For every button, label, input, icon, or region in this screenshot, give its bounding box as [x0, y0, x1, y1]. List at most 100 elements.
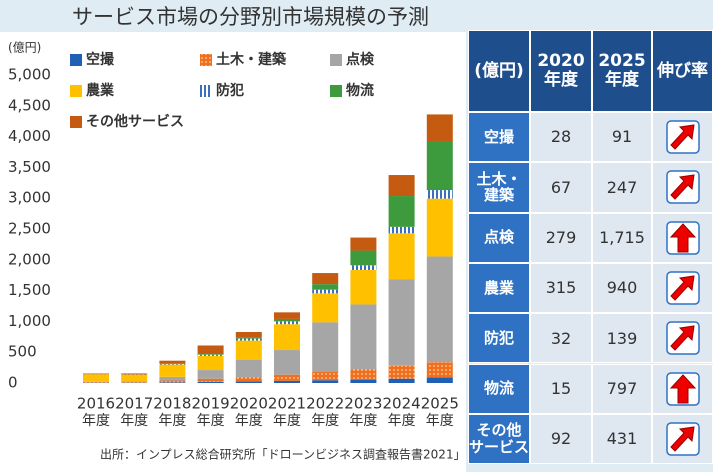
x-tick-label: 2023	[344, 395, 382, 413]
row-label: その他 サービス	[468, 413, 530, 465]
legend-swatch	[330, 54, 342, 66]
x-tick-label: 2024	[383, 395, 421, 413]
row-label: 防犯	[468, 313, 530, 364]
table-cell: 32	[530, 313, 592, 364]
legend-label: 土木・建築	[216, 51, 287, 68]
bar-segment	[83, 374, 109, 382]
chart: サービス市場の分野別市場規模の予測 (億円) 出所：インプレス総合研究所「ドロー…	[0, 5, 466, 472]
bar-segment	[159, 380, 186, 383]
bar-segment	[121, 373, 148, 375]
bar-segment	[197, 378, 224, 382]
bar-segment	[426, 140, 453, 191]
bar-segment	[312, 371, 339, 381]
bar-segment	[274, 374, 300, 381]
table-cell: 1,715	[592, 212, 652, 263]
bar-segment	[274, 321, 300, 325]
bar-segment	[388, 365, 415, 379]
y-tick-label: 4,500	[8, 96, 51, 114]
legend-label: 防犯	[216, 82, 244, 99]
bar-segment	[350, 269, 377, 305]
legend-swatch	[70, 54, 82, 66]
table-header: (億円)	[468, 30, 530, 112]
table-header: 伸び率	[652, 30, 713, 112]
table-header: 2020 年度	[530, 30, 592, 112]
x-tick-suffix: 年度	[197, 413, 225, 429]
bar-segment	[350, 379, 377, 383]
y-tick-label: 4,000	[8, 127, 51, 145]
bar-segment	[235, 331, 262, 338]
bar-segment	[388, 196, 415, 227]
y-tick-label: 1,000	[8, 312, 51, 330]
x-tick-label: 2021	[268, 395, 306, 413]
bar-segment	[121, 381, 148, 383]
bar-segment	[350, 304, 377, 370]
unit-label: (億円)	[8, 41, 41, 55]
bar-segment	[426, 377, 453, 383]
bar-segment	[312, 289, 339, 294]
table-cell: 67	[530, 162, 592, 213]
table-cell: 940	[592, 262, 652, 314]
bar-segment	[312, 322, 339, 372]
legend-swatch	[330, 85, 342, 97]
bar-segment	[426, 190, 453, 199]
row-label: 物流	[468, 363, 530, 414]
x-tick-label: 2020	[230, 395, 268, 413]
bar-segment	[159, 376, 186, 381]
legend-swatch	[70, 116, 82, 128]
chart-title: サービス市場の分野別市場規模の予測	[72, 5, 429, 29]
y-tick-label: 500	[8, 343, 37, 361]
bar-segment	[159, 364, 186, 377]
bar-segment	[235, 338, 262, 341]
bar-segment	[197, 370, 224, 379]
bar-segment	[274, 324, 300, 351]
source: 出所：インプレス総合研究所「ドローンビジネス調査報告書2021」	[100, 447, 466, 462]
bar-segment	[197, 345, 224, 355]
bar-segment	[159, 360, 186, 364]
bar-segment	[350, 237, 377, 251]
y-tick-label: 2,000	[8, 250, 51, 268]
row-label: 空撮	[468, 112, 530, 163]
growth-icon	[652, 363, 713, 414]
y-tick-label: 2,500	[8, 220, 51, 238]
growth-icon	[652, 162, 713, 213]
x-tick-suffix: 年度	[82, 413, 110, 429]
growth-icon	[652, 413, 713, 465]
plot-panel	[0, 32, 466, 472]
bar-segment	[426, 114, 453, 141]
row-label: 農業	[468, 262, 530, 314]
bar-segment	[197, 354, 224, 355]
growth-icon	[652, 212, 713, 263]
table-cell: 15	[530, 363, 592, 414]
x-tick-suffix: 年度	[158, 413, 186, 429]
bar-segment	[426, 362, 453, 378]
y-tick-label: 3,000	[8, 189, 51, 207]
bar-segment	[121, 382, 148, 383]
x-tick-label: 2016	[77, 395, 115, 413]
bar-segment	[312, 273, 339, 285]
table-cell: 139	[592, 313, 652, 364]
table-cell: 315	[530, 262, 592, 314]
x-tick-suffix: 年度	[311, 413, 339, 429]
table-cell: 431	[592, 413, 652, 465]
x-tick-label: 2022	[306, 395, 344, 413]
table-cell: 92	[530, 413, 592, 465]
bar-segment	[83, 373, 109, 375]
x-tick-label: 2025	[421, 395, 459, 413]
bar-segment	[388, 233, 415, 280]
y-tick-label: 1,500	[8, 281, 51, 299]
x-tick-suffix: 年度	[120, 413, 148, 429]
bar-segment	[312, 380, 339, 383]
growth-icon	[652, 313, 713, 364]
row-label: 点検	[468, 212, 530, 263]
legend-label: 空撮	[86, 51, 115, 68]
x-tick-label: 2017	[115, 395, 153, 413]
bar-segment	[388, 378, 415, 383]
bar-segment	[83, 382, 109, 383]
bar-segment	[350, 369, 377, 380]
bar-segment	[274, 350, 300, 375]
legend-swatch	[200, 85, 212, 97]
bar-segment	[426, 256, 453, 363]
bar-segment	[312, 284, 339, 290]
bar-segment	[388, 279, 415, 366]
